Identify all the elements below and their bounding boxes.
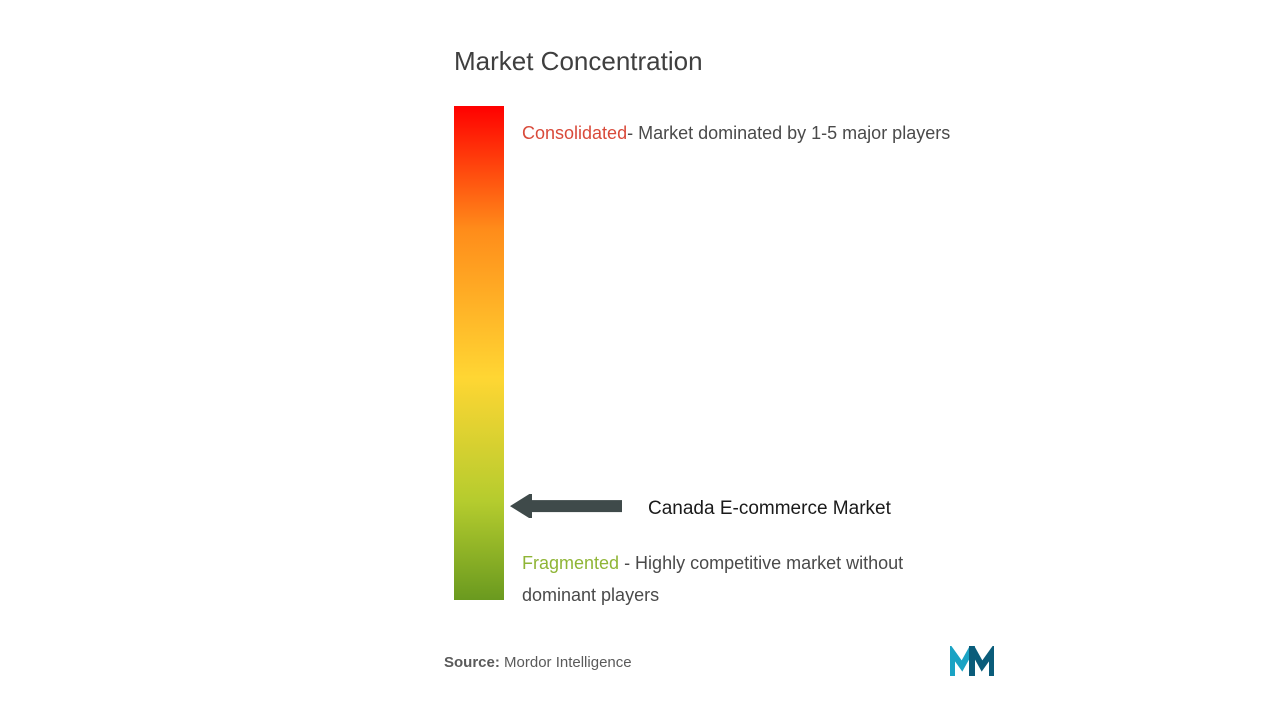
consolidated-label-block: Consolidated- Market dominated by 1-5 ma… xyxy=(522,117,952,149)
concentration-gradient-bar xyxy=(454,106,504,600)
consolidated-desc: - Market dominated by 1-5 major players xyxy=(627,123,950,143)
fragmented-key: Fragmented xyxy=(522,553,619,573)
infographic-root: { "title": { "text": "Market Concentrati… xyxy=(0,0,1280,720)
source-line: Source: Mordor Intelligence xyxy=(444,654,632,671)
fragmented-label-block: Fragmented - Highly competitive market w… xyxy=(522,547,982,612)
brand-logo-icon xyxy=(950,646,994,676)
consolidated-key: Consolidated xyxy=(522,123,627,143)
source-key: Source: xyxy=(444,654,500,671)
source-value: Mordor Intelligence xyxy=(500,654,632,671)
marker-arrow-icon xyxy=(510,494,622,518)
chart-title: Market Concentration xyxy=(454,46,703,77)
marker-label: Canada E-commerce Market xyxy=(648,498,891,520)
